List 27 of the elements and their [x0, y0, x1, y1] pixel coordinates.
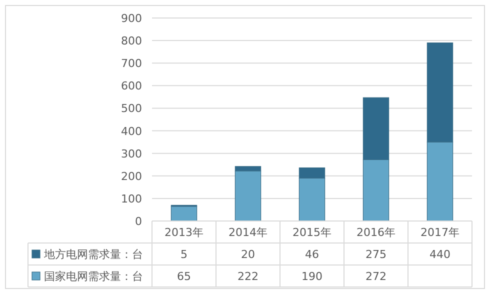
legend-label: 地方电网需求量：台: [43, 248, 143, 261]
y-tick-label: 700: [121, 57, 142, 70]
y-tick-label: 500: [121, 102, 142, 116]
y-tick-label: 900: [121, 12, 142, 25]
x-tick-label: 2016年: [356, 226, 396, 239]
data-label: 5: [180, 248, 188, 261]
legend-label: 国家电网需求量：台: [44, 270, 143, 283]
y-tick-label: 300: [121, 147, 142, 160]
x-tick-label: 2014年: [228, 226, 268, 239]
x-tick-label: 2013年: [164, 226, 204, 239]
data-label: 272: [366, 270, 386, 283]
data-label: 46: [305, 248, 319, 261]
x-tick-label: 2017年: [420, 226, 460, 239]
y-tick-label: 100: [121, 192, 142, 206]
y-tick-label: 200: [121, 170, 142, 183]
data-label: 65: [177, 270, 191, 283]
data-label: 190: [302, 270, 322, 283]
y-tick-label: 0: [135, 215, 142, 228]
y-tick-label: 600: [121, 80, 142, 93]
data-label: 222: [238, 270, 258, 283]
bar: [170, 206, 198, 222]
data-label: 440: [430, 248, 450, 261]
data-label: 275: [366, 248, 386, 261]
y-tick-label: 800: [121, 34, 142, 48]
x-tick-label: 2015年: [292, 226, 332, 239]
data-label: 20: [241, 248, 255, 261]
y-tick-label: 400: [121, 124, 142, 138]
